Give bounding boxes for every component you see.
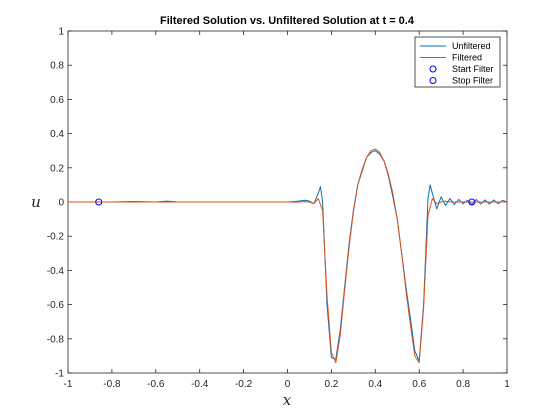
legend-label-filtered: Filtered [452, 53, 482, 63]
x-tick-label: -0.2 [235, 379, 253, 390]
x-tick-label: 0.2 [324, 379, 338, 390]
y-tick-label: -0.6 [47, 300, 65, 311]
x-tick-label: 1 [504, 379, 510, 390]
x-tick-label: -0.8 [103, 379, 121, 390]
x-tick-label: -0.4 [191, 379, 209, 390]
y-tick-labels: -1 -0.8 -0.6 -0.4 -0.2 0 0.2 0.4 0.6 0.8 1 [47, 27, 65, 380]
series-line-filtered [68, 148, 507, 364]
marker-start-filter [95, 198, 103, 206]
y-tick-label: 0.4 [50, 129, 64, 140]
y-axis-label: u [31, 193, 41, 211]
legend-swatch-stop-filter [429, 77, 437, 84]
x-tick-label: 0.4 [368, 379, 382, 390]
y-tick-label: 0 [58, 198, 64, 209]
y-tick-label: -0.4 [47, 266, 65, 277]
legend-label-stop-filter: Stop Filter [452, 76, 493, 86]
legend-label-unfiltered: Unfiltered [452, 41, 491, 51]
marker-stop-filter [468, 198, 476, 206]
chart-title: Filtered Solution vs. Unfiltered Solutio… [160, 15, 415, 27]
axis-ticks [67, 30, 508, 374]
y-tick-label: -0.8 [47, 334, 65, 345]
y-tick-label: -0.2 [47, 232, 65, 243]
x-tick-label: 0.6 [412, 379, 426, 390]
y-tick-label: 0.2 [50, 163, 64, 174]
x-tick-labels: -1 -0.8 -0.6 -0.4 -0.2 0 0.2 0.4 0.6 0.8 1 [64, 379, 511, 390]
series-layer [68, 148, 508, 364]
x-tick-label: -1 [64, 379, 73, 390]
x-tick-label: -0.6 [147, 379, 165, 390]
x-tick-label: 0 [285, 379, 291, 390]
legend-label-start-filter: Start Filter [452, 64, 494, 74]
y-tick-label: 1 [58, 27, 64, 38]
x-tick-label: 0.8 [456, 379, 470, 390]
y-tick-label: 0.6 [50, 95, 64, 106]
x-axis-label: x [283, 391, 292, 409]
y-tick-label: -1 [55, 369, 64, 380]
legend-box [414, 36, 501, 88]
legend-swatch-start-filter [429, 65, 437, 73]
y-tick-label: 0.8 [50, 61, 64, 72]
